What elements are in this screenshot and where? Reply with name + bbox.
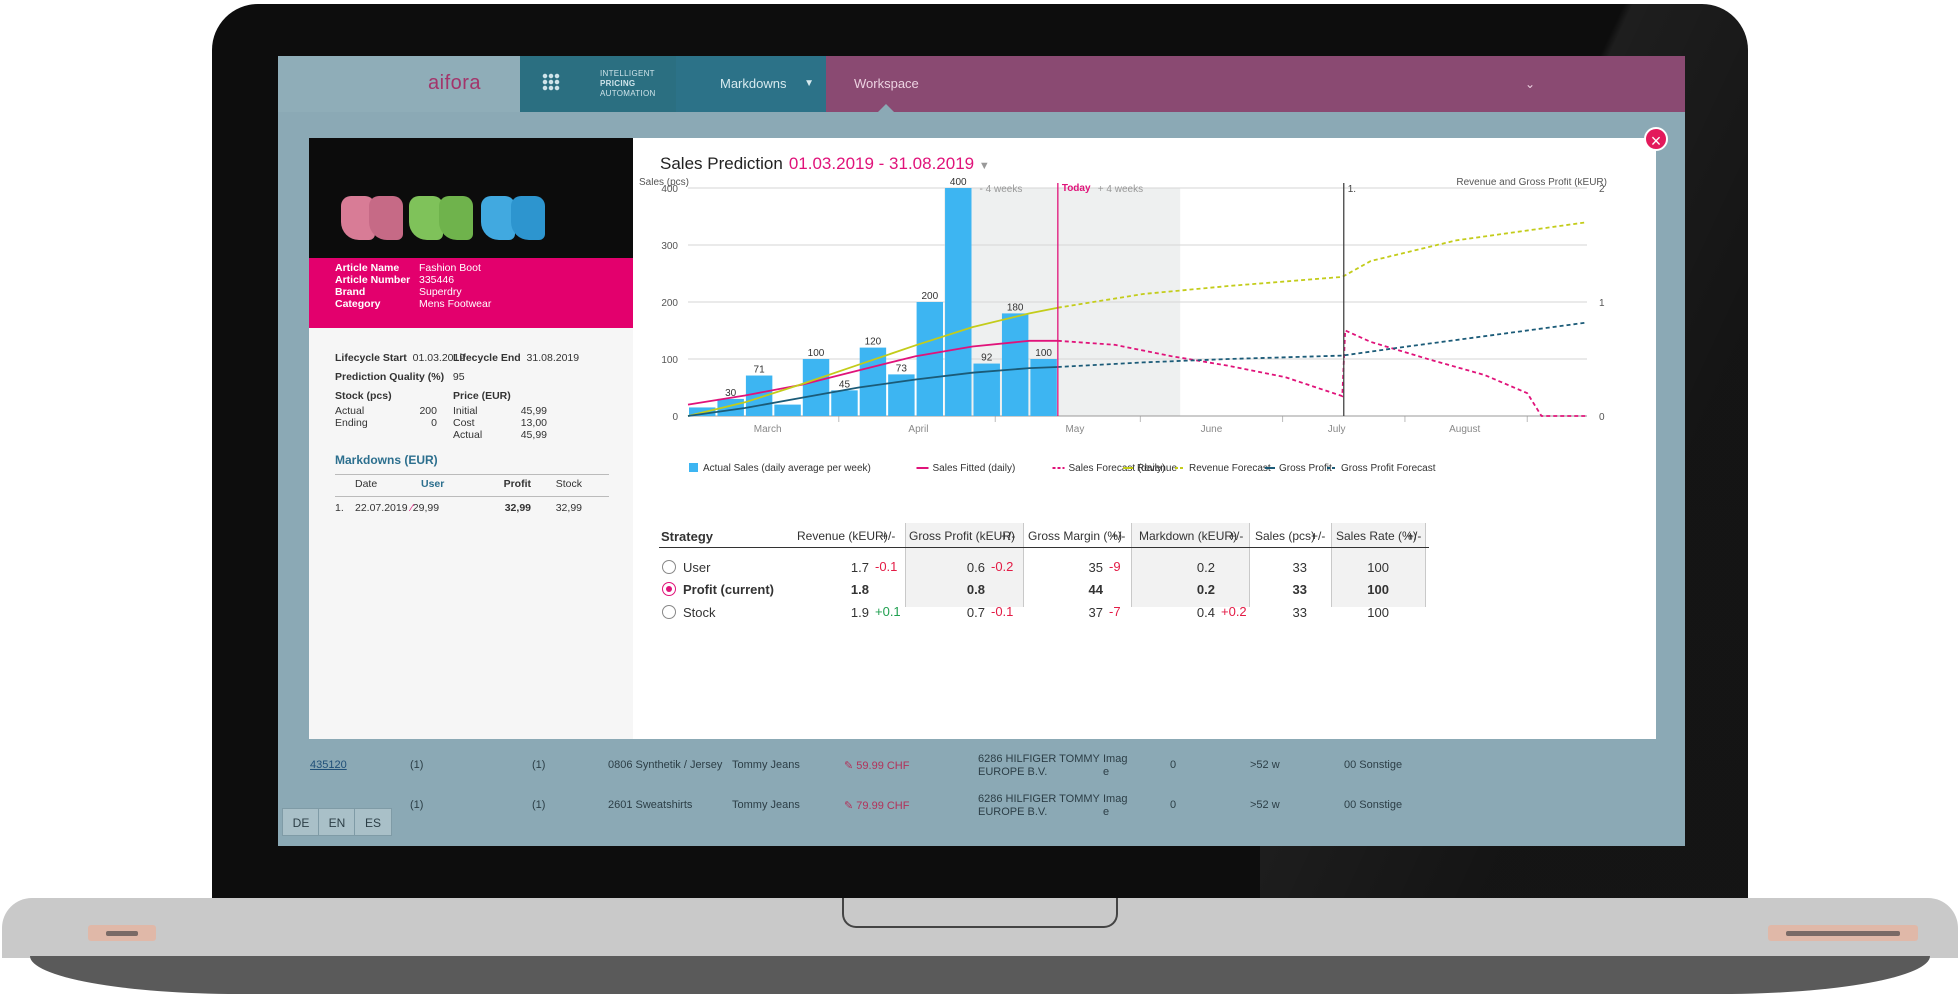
bar-value-label: 100 xyxy=(808,348,825,359)
caret-down-icon[interactable]: ▼ xyxy=(978,160,990,172)
sales-prediction-modal: Article Name Fashion Boot Article Number 3… xyxy=(309,138,1656,739)
sales-chart: 0 100 200 300 400 0 1 2 Sales (pcs) Revenue and G… xyxy=(639,178,1607,474)
y-tick-right: 1 xyxy=(1599,298,1605,309)
lang-de-button[interactable]: DE xyxy=(282,808,320,836)
strategy-header: Strategy xyxy=(661,529,714,544)
language-switcher: DE EN ES xyxy=(282,808,392,836)
laptop-base-bottom xyxy=(30,956,1930,994)
x-tick-label: July xyxy=(1328,424,1346,435)
y-axis-label-right: Revenue and Gross Profit (kEUR) xyxy=(1456,178,1607,188)
x-tick-label: April xyxy=(908,424,928,435)
today-label: Today xyxy=(1062,183,1091,194)
product-photo xyxy=(309,138,633,258)
date-range[interactable]: 01.03.2019 - 31.08.2019 xyxy=(788,154,975,173)
series-line xyxy=(687,306,1058,417)
close-icon[interactable]: × xyxy=(1644,127,1668,151)
row-price[interactable]: ✎ 59.99 CHF xyxy=(844,760,910,772)
y-tick-right: 2 xyxy=(1599,184,1605,195)
strategy-radio-user[interactable] xyxy=(662,560,676,574)
x-tick-label: May xyxy=(1065,424,1084,435)
table-row[interactable]: (1) (1) 2601 Sweatshirts Tommy Jeans ✎ 7… xyxy=(410,793,1403,818)
bar-value-label: 30 xyxy=(725,388,737,399)
row-price[interactable]: ✎ 79.99 CHF xyxy=(844,800,910,812)
y-tick-left: 100 xyxy=(661,355,678,366)
bar-value-label: 120 xyxy=(865,337,882,348)
markdowns-title: Markdowns (EUR) xyxy=(335,453,438,467)
workspace-menu[interactable]: Workspace ⌄ xyxy=(826,56,1685,112)
legend-swatch xyxy=(689,463,698,472)
laptop-foot-right xyxy=(1768,925,1918,941)
markdowns-menu[interactable]: Markdowns ▼ xyxy=(676,56,826,112)
bar-value-label: 180 xyxy=(1007,302,1024,313)
app-logo[interactable]: aifora xyxy=(428,72,482,94)
series-line xyxy=(1057,329,1587,417)
article-panel: Article Name Fashion Boot Article Number 3… xyxy=(309,138,633,739)
legend-label: Gross Profit xyxy=(1279,463,1332,474)
y-tick-left: 200 xyxy=(661,298,678,309)
caret-down-icon: ▼ xyxy=(804,78,814,89)
bar-value-label: 45 xyxy=(839,379,851,390)
bar-value-label: 71 xyxy=(754,365,766,376)
x-tick-label: June xyxy=(1201,424,1223,435)
y-tick-left: 300 xyxy=(661,241,678,252)
bar-value-label: 92 xyxy=(981,353,993,364)
strategy-radio-stock[interactable] xyxy=(662,605,676,619)
article-info: Article Name Fashion Boot Article Number 3… xyxy=(309,258,633,328)
top-navigation: aifora INTELLIGENT PRICING AUTOMATION Ma… xyxy=(278,56,1685,112)
plus-weeks-label: + 4 weeks xyxy=(1098,184,1143,195)
laptop-base xyxy=(2,898,1958,958)
chevron-down-icon[interactable]: ⌄ xyxy=(1524,77,1535,91)
legend-label: Sales Forecast (daily) xyxy=(1069,463,1166,474)
legend-label: Revenue xyxy=(1137,463,1177,474)
sales-bar xyxy=(802,359,830,416)
x-tick-label: March xyxy=(754,424,782,435)
legend-label: Actual Sales (daily average per week) xyxy=(703,463,871,474)
module-name: INTELLIGENT PRICING AUTOMATION xyxy=(600,69,656,98)
x-tick-label: August xyxy=(1449,424,1480,435)
page-title: Sales Prediction 01.03.2019 - 31.08.2019 … xyxy=(660,154,990,173)
grid-icon xyxy=(542,73,560,91)
lang-en-button[interactable]: EN xyxy=(318,808,356,836)
laptop-foot-left xyxy=(88,925,156,941)
bar-value-label: 400 xyxy=(950,178,967,188)
series-line xyxy=(1057,321,1588,368)
y-tick-left: 0 xyxy=(672,412,678,423)
legend-label: Gross Profit Forecast xyxy=(1341,463,1436,474)
bar-value-label: 200 xyxy=(921,291,938,302)
bar-value-label: 100 xyxy=(1035,348,1052,359)
legend-label: Revenue Forecast xyxy=(1189,463,1271,474)
y-tick-left: 400 xyxy=(661,184,678,195)
sales-bar xyxy=(945,188,972,416)
sales-bar xyxy=(916,302,944,416)
sales-bar xyxy=(831,390,858,416)
series-line xyxy=(687,339,1058,406)
series-line xyxy=(1057,221,1588,309)
sales-bar xyxy=(859,347,887,416)
series-line xyxy=(687,366,1058,417)
active-indicator xyxy=(878,104,894,112)
markdown-label: 1. xyxy=(1348,184,1356,195)
row-article-link[interactable]: 435120 xyxy=(310,759,347,771)
bar-value-label: 73 xyxy=(896,363,908,374)
sales-bar xyxy=(745,375,773,416)
sales-bar xyxy=(774,404,801,416)
strategy-radio-profit[interactable] xyxy=(662,582,676,596)
minus-weeks-label: - 4 weeks xyxy=(980,184,1023,195)
y-axis-label-left: Sales (pcs) xyxy=(639,178,689,188)
prediction-panel: Sales Prediction 01.03.2019 - 31.08.2019 … xyxy=(633,138,1656,739)
module-switcher[interactable]: INTELLIGENT PRICING AUTOMATION xyxy=(520,56,676,112)
y-tick-right: 0 xyxy=(1599,412,1605,423)
laptop-notch xyxy=(842,898,1118,928)
sales-bar xyxy=(1001,313,1029,416)
lang-es-button[interactable]: ES xyxy=(354,808,392,836)
legend-label: Sales Fitted (daily) xyxy=(933,463,1016,474)
table-row[interactable]: 435120 (1) (1) 0806 Synthetik / Jersey T… xyxy=(310,753,1403,778)
